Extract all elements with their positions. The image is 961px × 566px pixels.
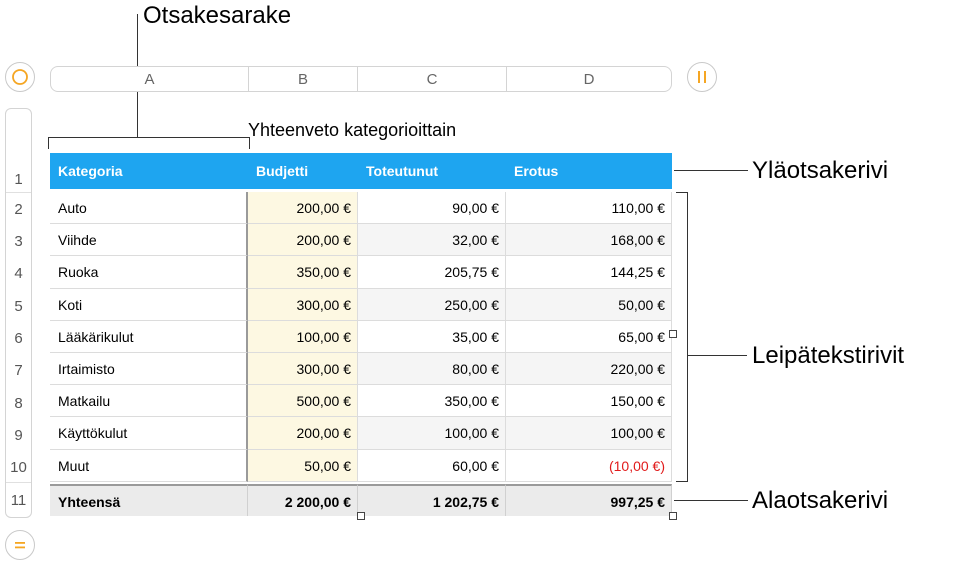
annotation-footer-row: Alaotsakerivi — [752, 487, 889, 514]
equals-icon — [15, 542, 25, 549]
row-number-1[interactable]: 1 — [14, 171, 23, 188]
table-cell[interactable]: 110,00 € — [506, 192, 672, 225]
column-divider[interactable] — [248, 67, 249, 91]
row-label-cell[interactable]: Koti — [50, 288, 248, 321]
row-label-cell[interactable]: Auto — [50, 192, 248, 225]
table-cell[interactable]: 50,00 € — [248, 449, 358, 482]
circle-icon — [12, 69, 28, 85]
table-cell[interactable]: 205,75 € — [358, 256, 506, 289]
table-cell[interactable]: 200,00 € — [248, 224, 358, 257]
annotation-body-rows: Leipätekstirivit — [752, 342, 905, 369]
annotation-bracket-tick-bottom — [676, 481, 688, 482]
table-cell[interactable]: 35,00 € — [358, 320, 506, 353]
annotation-bracket-tick-right — [249, 137, 250, 149]
footer-cell[interactable]: 997,25 € — [506, 484, 672, 516]
header-cell[interactable]: Kategoria — [50, 153, 248, 189]
table-cell[interactable]: 200,00 € — [248, 417, 358, 450]
table-cell[interactable]: 65,00 € — [506, 320, 672, 353]
column-header-bar: A B C D — [50, 66, 672, 92]
row-label-cell[interactable]: Viihde — [50, 224, 248, 257]
table-cell[interactable]: 200,00 € — [248, 192, 358, 225]
row-number-3[interactable]: 3 — [14, 233, 23, 250]
annotation-leader-line — [674, 170, 748, 171]
row-label-cell[interactable]: Ruoka — [50, 256, 248, 289]
row-number-2[interactable]: 2 — [14, 201, 23, 218]
annotation-bracket — [687, 192, 688, 482]
table-cell[interactable]: 168,00 € — [506, 224, 672, 257]
footer-cell[interactable]: Yhteensä — [50, 484, 248, 516]
table-cell[interactable]: 32,00 € — [358, 224, 506, 257]
table-cell[interactable]: 250,00 € — [358, 288, 506, 321]
resize-handle-corner[interactable] — [669, 512, 677, 520]
table-cell[interactable]: 144,25 € — [506, 256, 672, 289]
footer-cell[interactable]: 1 202,75 € — [358, 484, 506, 516]
table-cell[interactable]: 350,00 € — [248, 256, 358, 289]
annotation-header-row: Yläotsakerivi — [752, 157, 889, 184]
double-bar-icon — [698, 71, 706, 83]
annotation-bracket-tick-left — [48, 137, 49, 149]
row-divider — [6, 482, 31, 483]
row-header-bar: 1 2 3 4 5 6 7 8 9 10 11 — [5, 108, 32, 518]
resize-handle-bottom[interactable] — [357, 512, 365, 520]
table-cell[interactable]: 350,00 € — [358, 385, 506, 418]
table-cell[interactable]: 100,00 € — [248, 320, 358, 353]
add-rows-button[interactable] — [5, 530, 35, 560]
table-cell[interactable]: 150,00 € — [506, 385, 672, 418]
table-cell[interactable]: 300,00 € — [248, 288, 358, 321]
column-divider[interactable] — [506, 67, 507, 91]
row-label-cell[interactable]: Irtaimisto — [50, 353, 248, 386]
header-cell[interactable]: Toteutunut — [358, 153, 506, 189]
column-divider[interactable] — [357, 67, 358, 91]
table-cell[interactable]: 90,00 € — [358, 192, 506, 225]
select-table-button[interactable] — [5, 62, 35, 92]
footer-cell[interactable]: 2 200,00 € — [248, 484, 358, 516]
row-number-6[interactable]: 6 — [14, 330, 23, 347]
table-cell[interactable]: 500,00 € — [248, 385, 358, 418]
row-label-cell[interactable]: Lääkärikulut — [50, 320, 248, 353]
row-divider — [6, 192, 31, 193]
table-title[interactable]: Yhteenveto kategorioittain — [248, 120, 457, 140]
table-cell[interactable]: 50,00 € — [506, 288, 672, 321]
row-label-cell[interactable]: Käyttökulut — [50, 417, 248, 450]
column-letter-a[interactable]: A — [144, 71, 155, 88]
annotation-bracket — [48, 137, 250, 138]
row-label-cell[interactable]: Matkailu — [50, 385, 248, 418]
resize-handle-right[interactable] — [669, 330, 677, 338]
column-letter-c[interactable]: C — [426, 71, 438, 88]
table-cell[interactable]: 100,00 € — [358, 417, 506, 450]
table-cell[interactable]: (10,00 €) — [506, 449, 672, 482]
row-number-4[interactable]: 4 — [14, 265, 23, 282]
annotation-header-column: Otsakesarake — [143, 2, 292, 29]
row-number-7[interactable]: 7 — [14, 362, 23, 379]
header-cell[interactable]: Erotus — [506, 153, 672, 189]
table-cell[interactable]: 220,00 € — [506, 353, 672, 386]
table-cell[interactable]: 100,00 € — [506, 417, 672, 450]
row-number-9[interactable]: 9 — [14, 427, 23, 444]
row-number-8[interactable]: 8 — [14, 395, 23, 412]
annotation-bracket-tick-top — [676, 192, 688, 193]
table-cell[interactable]: 80,00 € — [358, 353, 506, 386]
table-cell[interactable]: 300,00 € — [248, 353, 358, 386]
add-columns-button[interactable] — [687, 62, 717, 92]
row-label-cell[interactable]: Muut — [50, 449, 248, 482]
annotation-leader-line — [674, 500, 748, 501]
annotation-leader-line — [687, 355, 747, 356]
row-number-11[interactable]: 11 — [10, 492, 27, 509]
column-letter-b[interactable]: B — [297, 71, 308, 88]
row-number-10[interactable]: 10 — [10, 459, 27, 476]
table-cell[interactable]: 60,00 € — [358, 449, 506, 482]
header-cell[interactable]: Budjetti — [248, 153, 358, 189]
column-letter-d[interactable]: D — [583, 71, 595, 88]
row-number-5[interactable]: 5 — [14, 298, 23, 315]
